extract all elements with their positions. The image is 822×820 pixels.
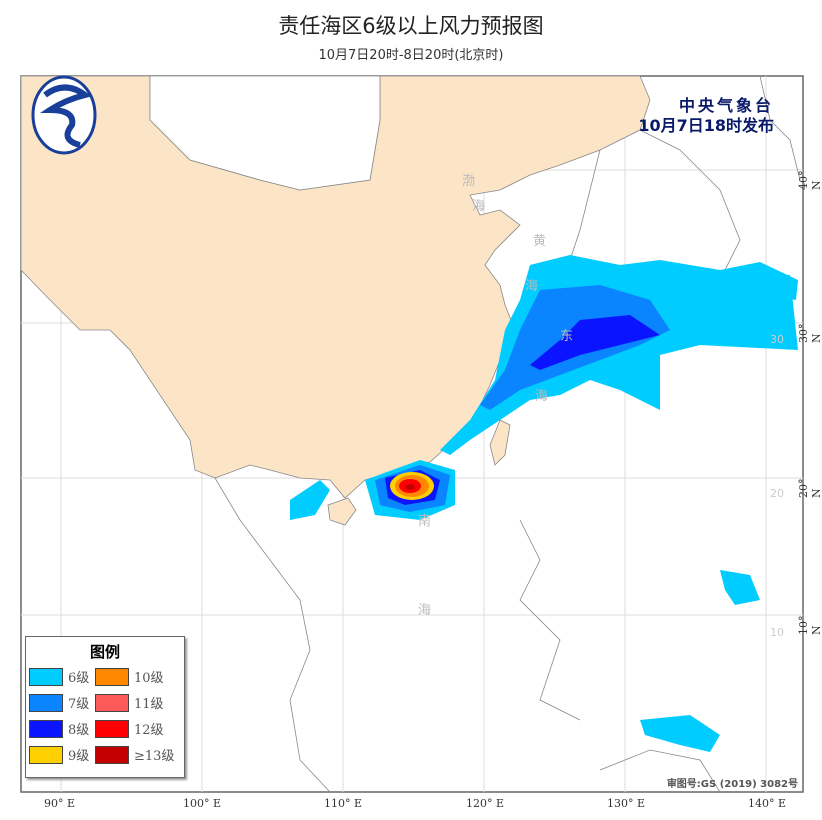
wind-area-6-east <box>720 570 760 605</box>
lon-label: 90° E <box>44 797 76 810</box>
sea-label: 海 <box>418 603 431 618</box>
wind-area-13 <box>405 484 415 490</box>
inner-lat-labels: 30 20 10 <box>770 333 784 639</box>
lon-label: 130° E <box>607 797 646 810</box>
legend-swatch <box>29 693 63 712</box>
hainan-land <box>327 497 357 526</box>
issue-time: 10月7日18时发布 <box>638 116 774 135</box>
issuer-block: 中央气象台 10月7日18时发布 <box>638 96 774 136</box>
legend-item: 6级 <box>29 667 89 686</box>
map-title: 责任海区6级以上风力预报图 <box>278 14 544 38</box>
cma-logo <box>31 75 97 155</box>
inner-lat-label: 20 <box>770 487 784 500</box>
forecast-period: 10月7日20时-8日20时(北京时) <box>318 48 504 63</box>
legend-title: 图例 <box>89 643 120 661</box>
approval-number: 审图号:GS (2019) 3082号 <box>666 779 798 790</box>
sea-labels: 渤 海 黄 海 东 海 南 海 <box>418 173 573 618</box>
lon-label: 100° E <box>183 797 222 810</box>
lon-label: 120° E <box>466 797 505 810</box>
inner-lat-label: 10 <box>770 626 784 639</box>
wind-area-6-tonkin <box>290 480 330 520</box>
legend-item: 10级 <box>95 667 164 686</box>
mongolia-outline <box>149 75 381 191</box>
legend-swatch <box>29 745 63 764</box>
inner-lat-label: 30 <box>770 333 784 346</box>
legend-item: 7级 <box>29 693 89 712</box>
sea-label: 海 <box>525 279 538 294</box>
lat-label: 10° N <box>797 615 822 636</box>
sea-label: 东 <box>560 329 573 344</box>
sea-label: 海 <box>472 199 485 214</box>
legend-swatch <box>29 719 63 738</box>
legend-item: 11级 <box>95 693 164 712</box>
lon-label: 110° E <box>324 797 363 810</box>
issuer-name: 中央气象台 <box>678 96 774 115</box>
legend-swatch <box>95 667 129 686</box>
wind-area-8 <box>530 315 660 370</box>
legend-swatch <box>95 719 129 738</box>
taiwan-land <box>489 419 511 466</box>
legend-item: ≥13级 <box>95 745 174 764</box>
wind-areas <box>290 255 798 752</box>
legend-swatch <box>95 693 129 712</box>
legend-item: 8级 <box>29 719 89 738</box>
sea-label: 海 <box>535 389 548 404</box>
wind-area-6-japan <box>720 262 798 300</box>
lon-label: 140° E <box>748 797 787 810</box>
legend-item: 12级 <box>95 719 164 738</box>
lat-label: 20° N <box>797 478 822 499</box>
legend-swatch <box>95 745 129 764</box>
wind-area-6-south <box>640 715 720 752</box>
sea-label: 渤 <box>462 173 475 189</box>
legend-item: 9级 <box>29 745 89 764</box>
sea-label: 黄 <box>533 234 546 249</box>
legend: 图例 6级 7级 8级 9级 10级 11级 12级 ≥13级 <box>25 636 185 778</box>
legend-swatch <box>29 667 63 686</box>
wind-area-6 <box>440 255 798 455</box>
lat-label: 30° N <box>797 323 822 344</box>
sea-label: 南 <box>418 513 431 529</box>
lat-label: 40° N <box>797 170 822 191</box>
